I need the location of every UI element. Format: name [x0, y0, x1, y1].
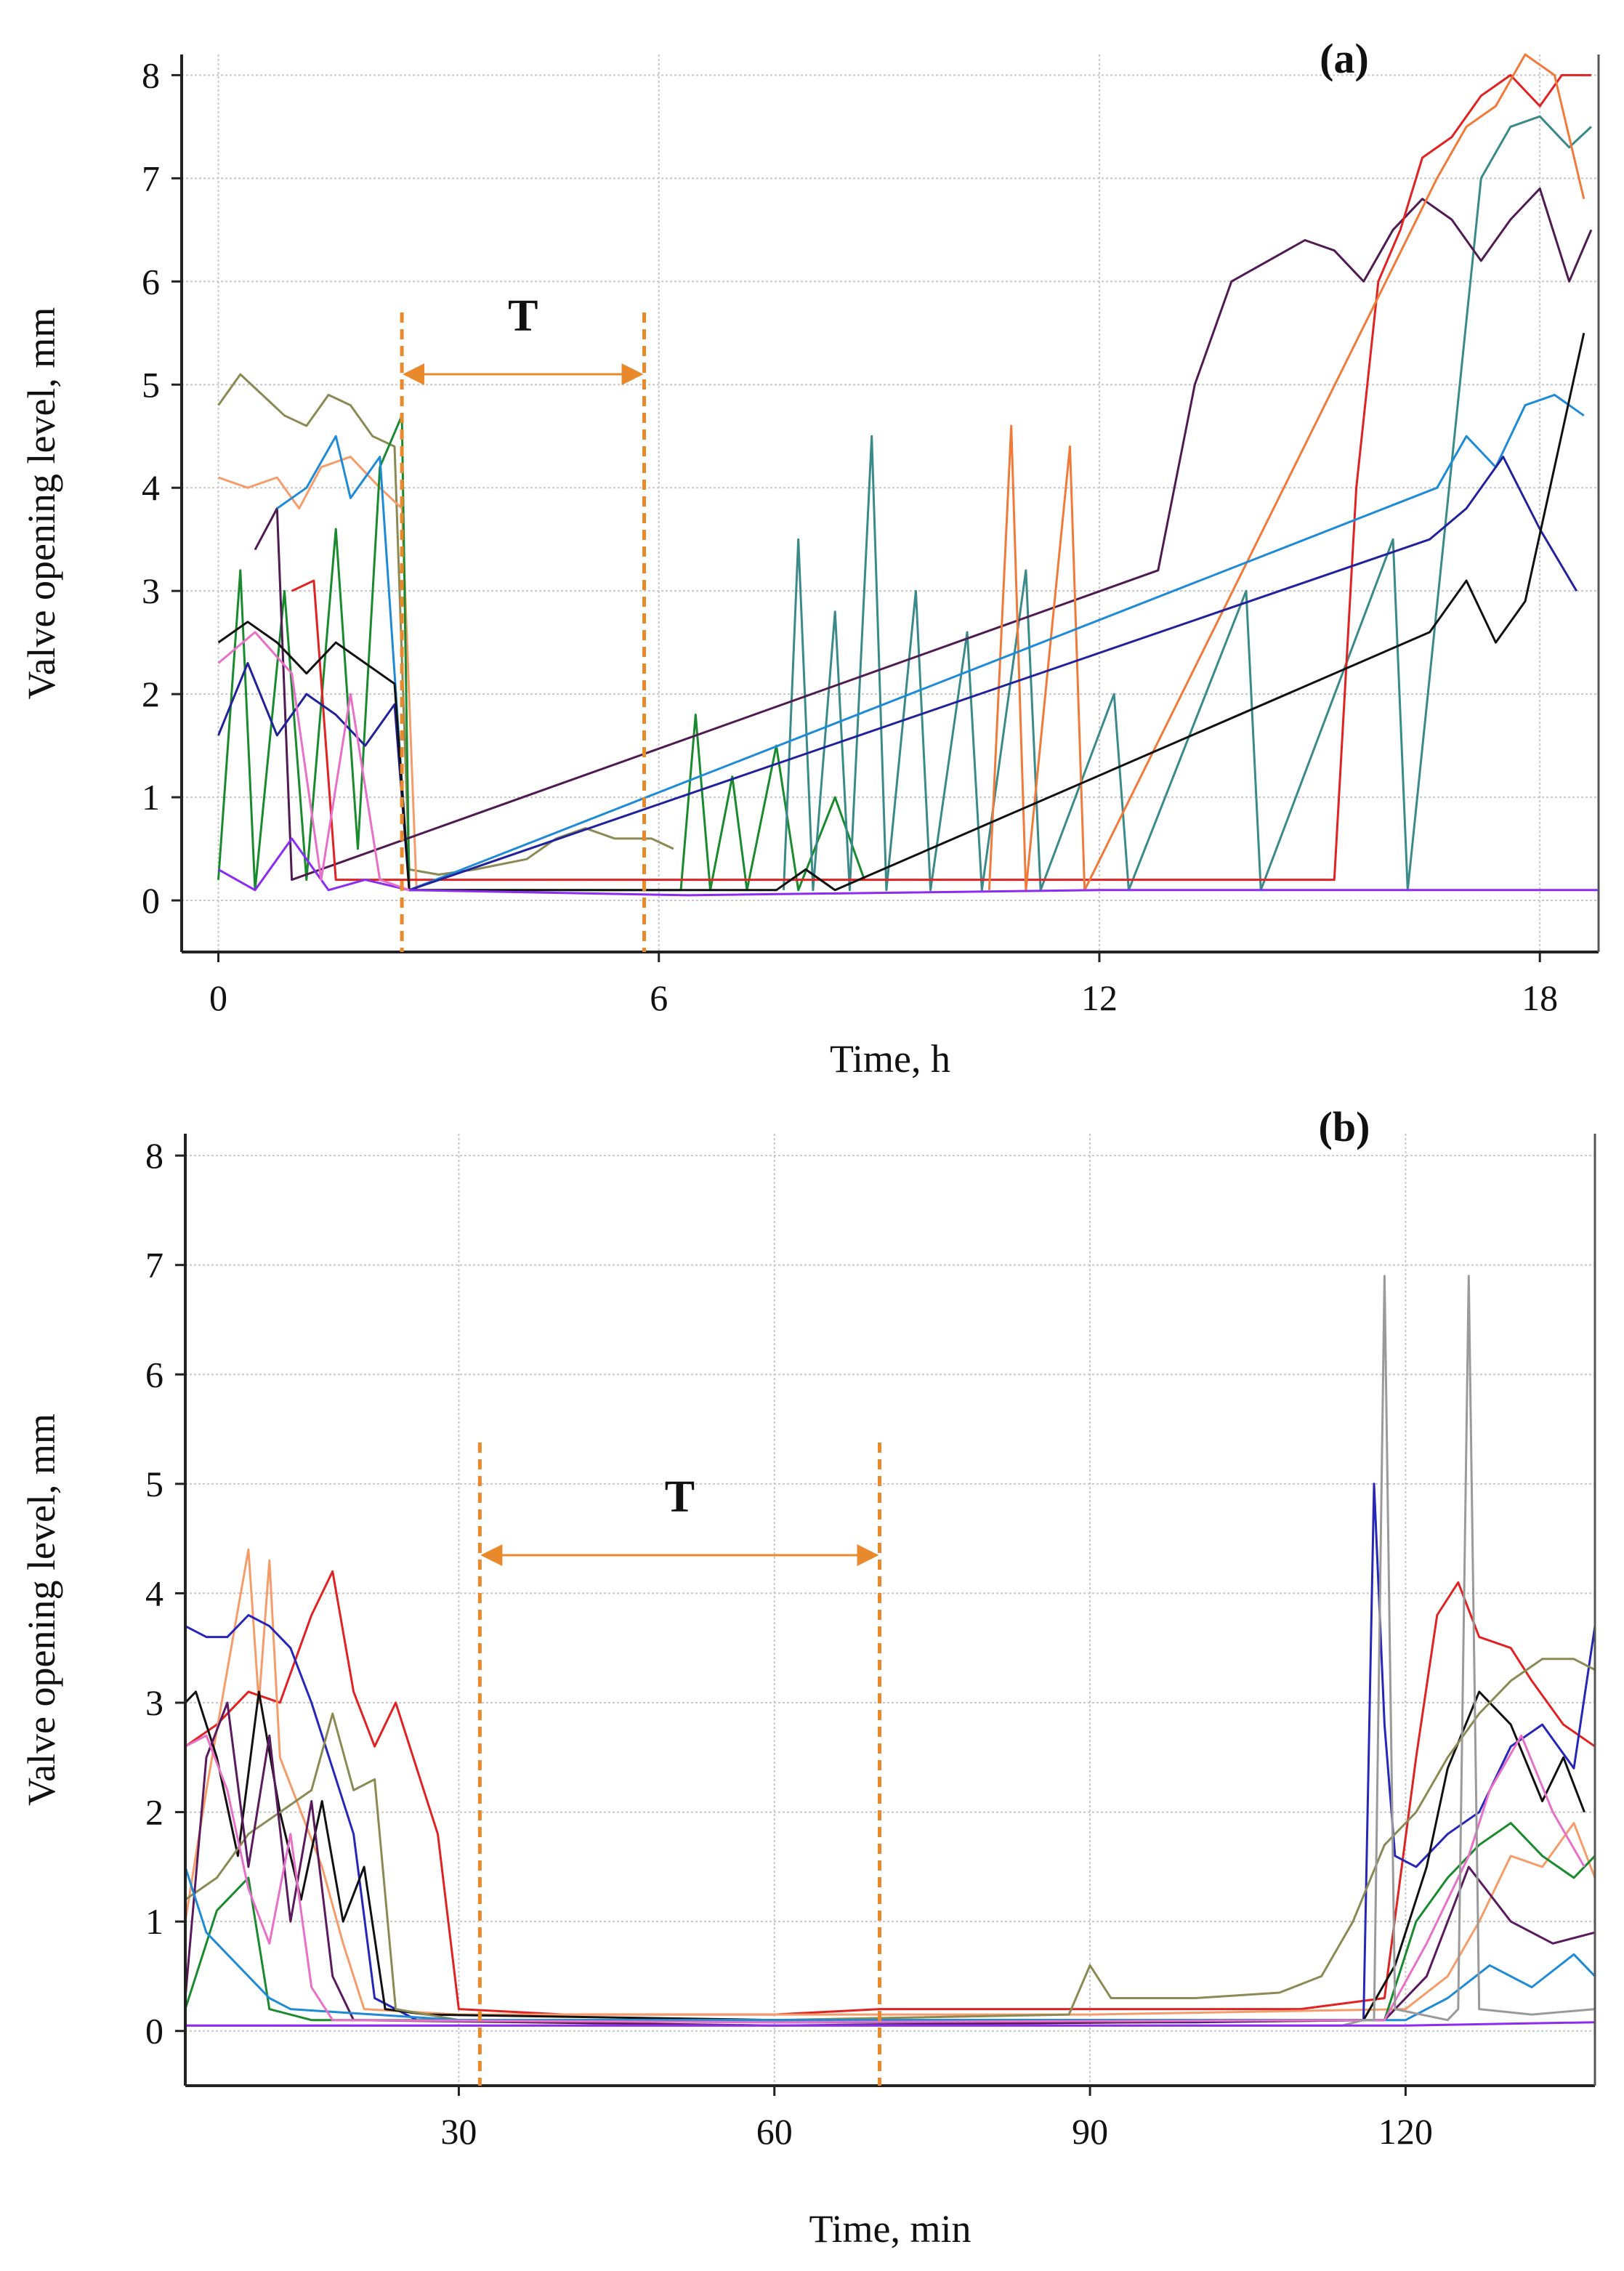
chart-a-x-axis-title: Time, h: [830, 1037, 950, 1081]
chart-a-series-valve-violet: [217, 837, 1599, 897]
chart-a-t-label: T: [508, 291, 538, 341]
chart-a-y-tick-label: 1: [142, 777, 160, 818]
chart-b-y-tick-label: 8: [145, 1135, 163, 1176]
chart-b-y-tick-label: 0: [145, 2011, 163, 2052]
chart-a-y-tick-label: 8: [142, 55, 160, 95]
chart-a-y-tick-label: 0: [142, 880, 160, 921]
chart-a-series-valve-teal: [783, 115, 1592, 892]
chart-a-y-tick-label: 7: [142, 158, 160, 198]
chart-b-series-valve-purple: [184, 1701, 1596, 2027]
chart-a-panel-tag: (a): [1320, 35, 1369, 82]
chart-a-y-axis-title: Valve opening level, mm: [20, 307, 63, 700]
chart-b-series-valve-salmon: [184, 1548, 1596, 2016]
chart-b-panel: 30 60 90 120 0 1 2 3 4 5 6 7 8 Time, min Valve opening…: [20, 1103, 1596, 2251]
chart-a-y-tick-label: 4: [142, 467, 160, 508]
chart-b-y-tick-label: 7: [145, 1245, 163, 1286]
chart-b-x-tick-label: 90: [1072, 2111, 1108, 2152]
chart-b-y-tick-label: 5: [145, 1464, 163, 1504]
chart-a-x-tick-label: 0: [209, 977, 227, 1018]
chart-b-series-valve-olive: [185, 1658, 1596, 2022]
chart-b-y-tick-label: 6: [145, 1354, 163, 1395]
chart-a-series-valve-blue: [276, 393, 1585, 892]
chart-a-y-tick-label: 3: [142, 570, 160, 611]
chart-a-series-valve-olive: [217, 373, 674, 876]
chart-b-series-valve-red: [185, 1570, 1596, 2016]
chart-a-x-tick-label: 6: [650, 977, 668, 1018]
chart-b-x-tick-label: 30: [440, 2111, 477, 2152]
chart-a-x-tick-label: 12: [1081, 977, 1118, 1018]
chart-b-x-tick-label: 120: [1378, 2111, 1433, 2152]
chart-a-series-valve-pink: [217, 631, 410, 892]
chart-b-x-axis-title: Time, min: [809, 2207, 971, 2251]
chart-b-series-valve-pink: [185, 1734, 1585, 2024]
chart-b-y-tick-label: 1: [145, 1901, 163, 1942]
chart-b-y-tick-label: 4: [145, 1573, 163, 1613]
chart-a-y-tick-label: 5: [142, 364, 160, 405]
chart-b-series-valve-navy: [185, 1483, 1596, 2024]
chart-b-t-label: T: [665, 1472, 695, 1522]
chart-b-y-tick-label: 2: [145, 1792, 163, 1833]
chart-a-y-tick-label: 6: [142, 261, 160, 302]
chart-a-series-valve-red: [291, 73, 1591, 882]
chart-b-y-axis-title: Valve opening level, mm: [20, 1413, 63, 1806]
chart-a-series-valve-black: [217, 332, 1585, 892]
chart-b-x-tick-label: 60: [756, 2111, 793, 2152]
chart-b-series-valve-blue: [184, 1866, 1596, 2022]
chart-b-panel-tag: (b): [1319, 1103, 1370, 1150]
chart-b-y-tick-label: 3: [145, 1682, 163, 1723]
chart-b-series-valve-gray: [185, 1275, 1596, 2027]
chart-a-series-valve-purple: [254, 187, 1593, 882]
chart-b-series-valve-violet: [185, 2021, 1596, 2027]
chart-a-series-valve-orange: [987, 53, 1585, 892]
chart-a-series-valve-navy: [217, 456, 1577, 892]
chart-a-y-tick-label: 2: [142, 674, 160, 714]
chart-a-x-tick-label: 18: [1522, 977, 1558, 1018]
chart-a-series-valve-salmon: [218, 456, 418, 890]
chart-a-series-valve-green: [217, 414, 866, 892]
